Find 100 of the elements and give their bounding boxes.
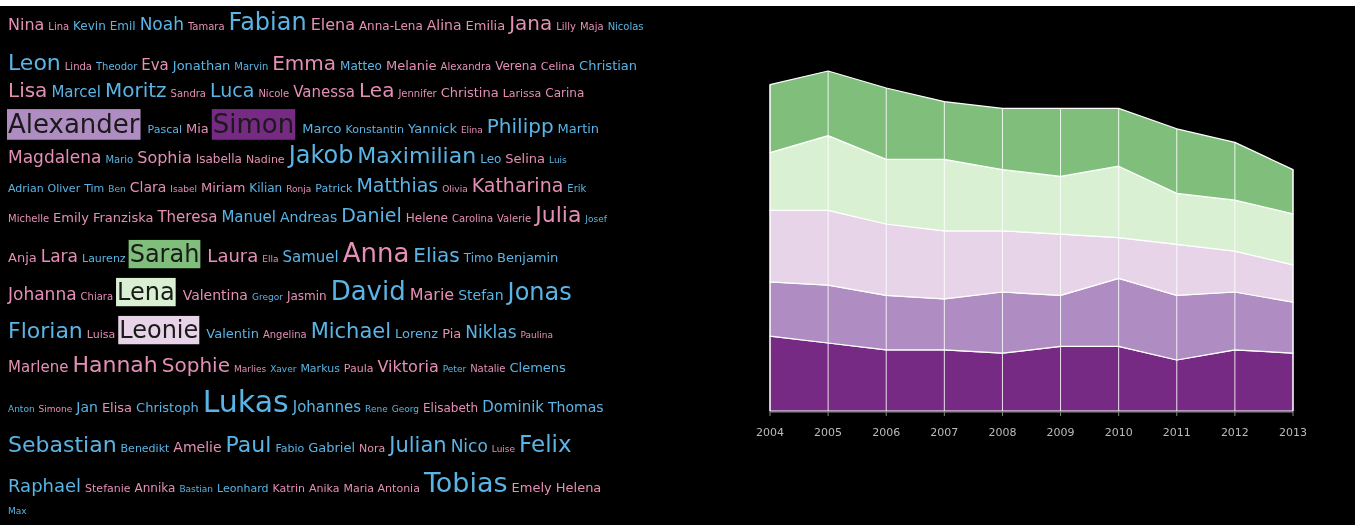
category-label: Katharina <box>471 174 564 196</box>
category-label: Valentina <box>182 287 248 303</box>
category-label: Nicolas <box>607 21 644 32</box>
category-label: Christina <box>440 85 499 100</box>
category-label: Andreas <box>279 209 338 225</box>
category-label: Nadine <box>245 153 285 166</box>
category-label: Elisa <box>101 400 133 415</box>
category-label: Sandra <box>170 88 207 99</box>
category-label: Hannah <box>72 352 158 377</box>
category-label: Paula <box>343 362 374 375</box>
category-label: Jonathan <box>171 58 231 73</box>
category-label: Philipp <box>486 114 554 138</box>
x-tick-label: 2013 <box>1279 426 1307 439</box>
category-label: Lena <box>117 278 175 306</box>
category-label: Carolina <box>451 213 494 224</box>
category-label: Marcel <box>51 83 101 101</box>
category-label: Kilian <box>249 181 283 195</box>
category-label: Anika <box>309 482 340 495</box>
category-label: Olivia <box>442 184 468 194</box>
category-label: Benedikt <box>120 442 171 455</box>
category-label: Lisa <box>8 78 48 102</box>
category-label: Florian <box>8 318 83 343</box>
category-label: Ronja <box>286 184 312 194</box>
category-label: Emilia <box>465 18 506 33</box>
category-label: Jonas <box>505 278 572 306</box>
category-label: Lorenz <box>395 326 439 341</box>
category-label: Jasmin <box>285 289 327 303</box>
category-label: Katrin <box>272 482 306 495</box>
category-label: Clara <box>129 179 167 195</box>
category-label: Leo <box>480 152 502 166</box>
category-label: Niklas <box>465 322 517 342</box>
category-label: Amelie <box>173 439 222 455</box>
category-label: Felix <box>519 431 572 457</box>
category-label: Thomas <box>547 399 604 415</box>
category-label: Tobias <box>422 467 508 498</box>
category-label: Martin <box>557 121 600 136</box>
category-label: Yannick <box>407 121 458 136</box>
category-label: Gabriel <box>308 440 356 455</box>
category-label: Lukas <box>202 384 289 419</box>
category-label: Nora <box>359 442 386 455</box>
category-label: Laura <box>207 245 259 266</box>
category-label: Vanessa <box>293 83 356 101</box>
category-label: Linda <box>64 61 92 72</box>
category-label: Luise <box>491 444 516 454</box>
category-label: Nina <box>8 15 45 34</box>
category-label: Tim <box>83 182 105 195</box>
category-label: Ella <box>262 254 279 264</box>
x-tick-label: 2008 <box>988 426 1017 439</box>
category-label: Daniel <box>341 204 402 226</box>
category-label: Selina <box>505 151 546 166</box>
category-label: Georg <box>391 404 419 414</box>
category-label: Anton <box>8 404 35 414</box>
category-label: Christoph <box>136 400 199 415</box>
category-label: Dominik <box>482 398 545 416</box>
category-label: Josef <box>584 214 608 224</box>
category-label: Peter <box>442 364 467 374</box>
category-label: Angelina <box>262 329 307 340</box>
x-tick-label: 2006 <box>872 426 901 439</box>
category-label: David <box>330 276 406 306</box>
category-label: Erik <box>567 183 587 194</box>
x-tick-label: 2005 <box>814 426 843 439</box>
category-label: Manuel <box>221 208 276 226</box>
category-label: Natalie <box>470 363 506 374</box>
category-label: Julia <box>533 202 582 227</box>
category-label: Simone <box>38 404 73 414</box>
category-label: Maximilian <box>357 143 477 168</box>
category-label: Matteo <box>340 59 382 73</box>
category-label: Isabella <box>195 152 242 166</box>
category-label: Raphael <box>8 475 82 496</box>
category-label: Samuel <box>282 248 339 266</box>
category-label: Theodor <box>94 61 139 72</box>
category-label: Leonhard <box>217 482 269 495</box>
category-label: Sophia <box>137 148 192 167</box>
category-label: Konstantin <box>345 123 405 136</box>
category-label: Luca <box>210 79 255 101</box>
category-label: Isabel <box>170 184 197 194</box>
category-label: Valerie <box>497 213 532 224</box>
category-label: Gregor <box>251 292 284 302</box>
category-label: Max <box>8 506 28 516</box>
category-label: Oliver <box>47 182 81 195</box>
x-tick-label: 2012 <box>1220 426 1249 439</box>
category-label: Mia <box>185 121 209 136</box>
category-label: Jennifer <box>397 88 438 99</box>
category-label: Anja <box>8 250 37 265</box>
category-label: Rene <box>365 404 389 414</box>
category-label: Emma <box>272 51 337 75</box>
category-label: Fabio <box>275 442 305 455</box>
category-label: Xaver <box>270 364 297 374</box>
x-tick-label: 2004 <box>756 426 784 439</box>
category-label: Benjamin <box>497 250 559 265</box>
category-label: Sarah <box>129 240 200 268</box>
category-label: Ben <box>108 184 126 194</box>
category-label: Magdalena <box>8 147 102 167</box>
category-label: Simon <box>212 109 295 139</box>
category-label: Elias <box>413 243 460 267</box>
category-label: Elina <box>460 125 483 135</box>
category-label: Markus <box>300 362 341 375</box>
category-label: Julian <box>387 433 447 457</box>
category-label: Patrick <box>315 182 354 195</box>
category-label: Melanie <box>385 58 437 73</box>
